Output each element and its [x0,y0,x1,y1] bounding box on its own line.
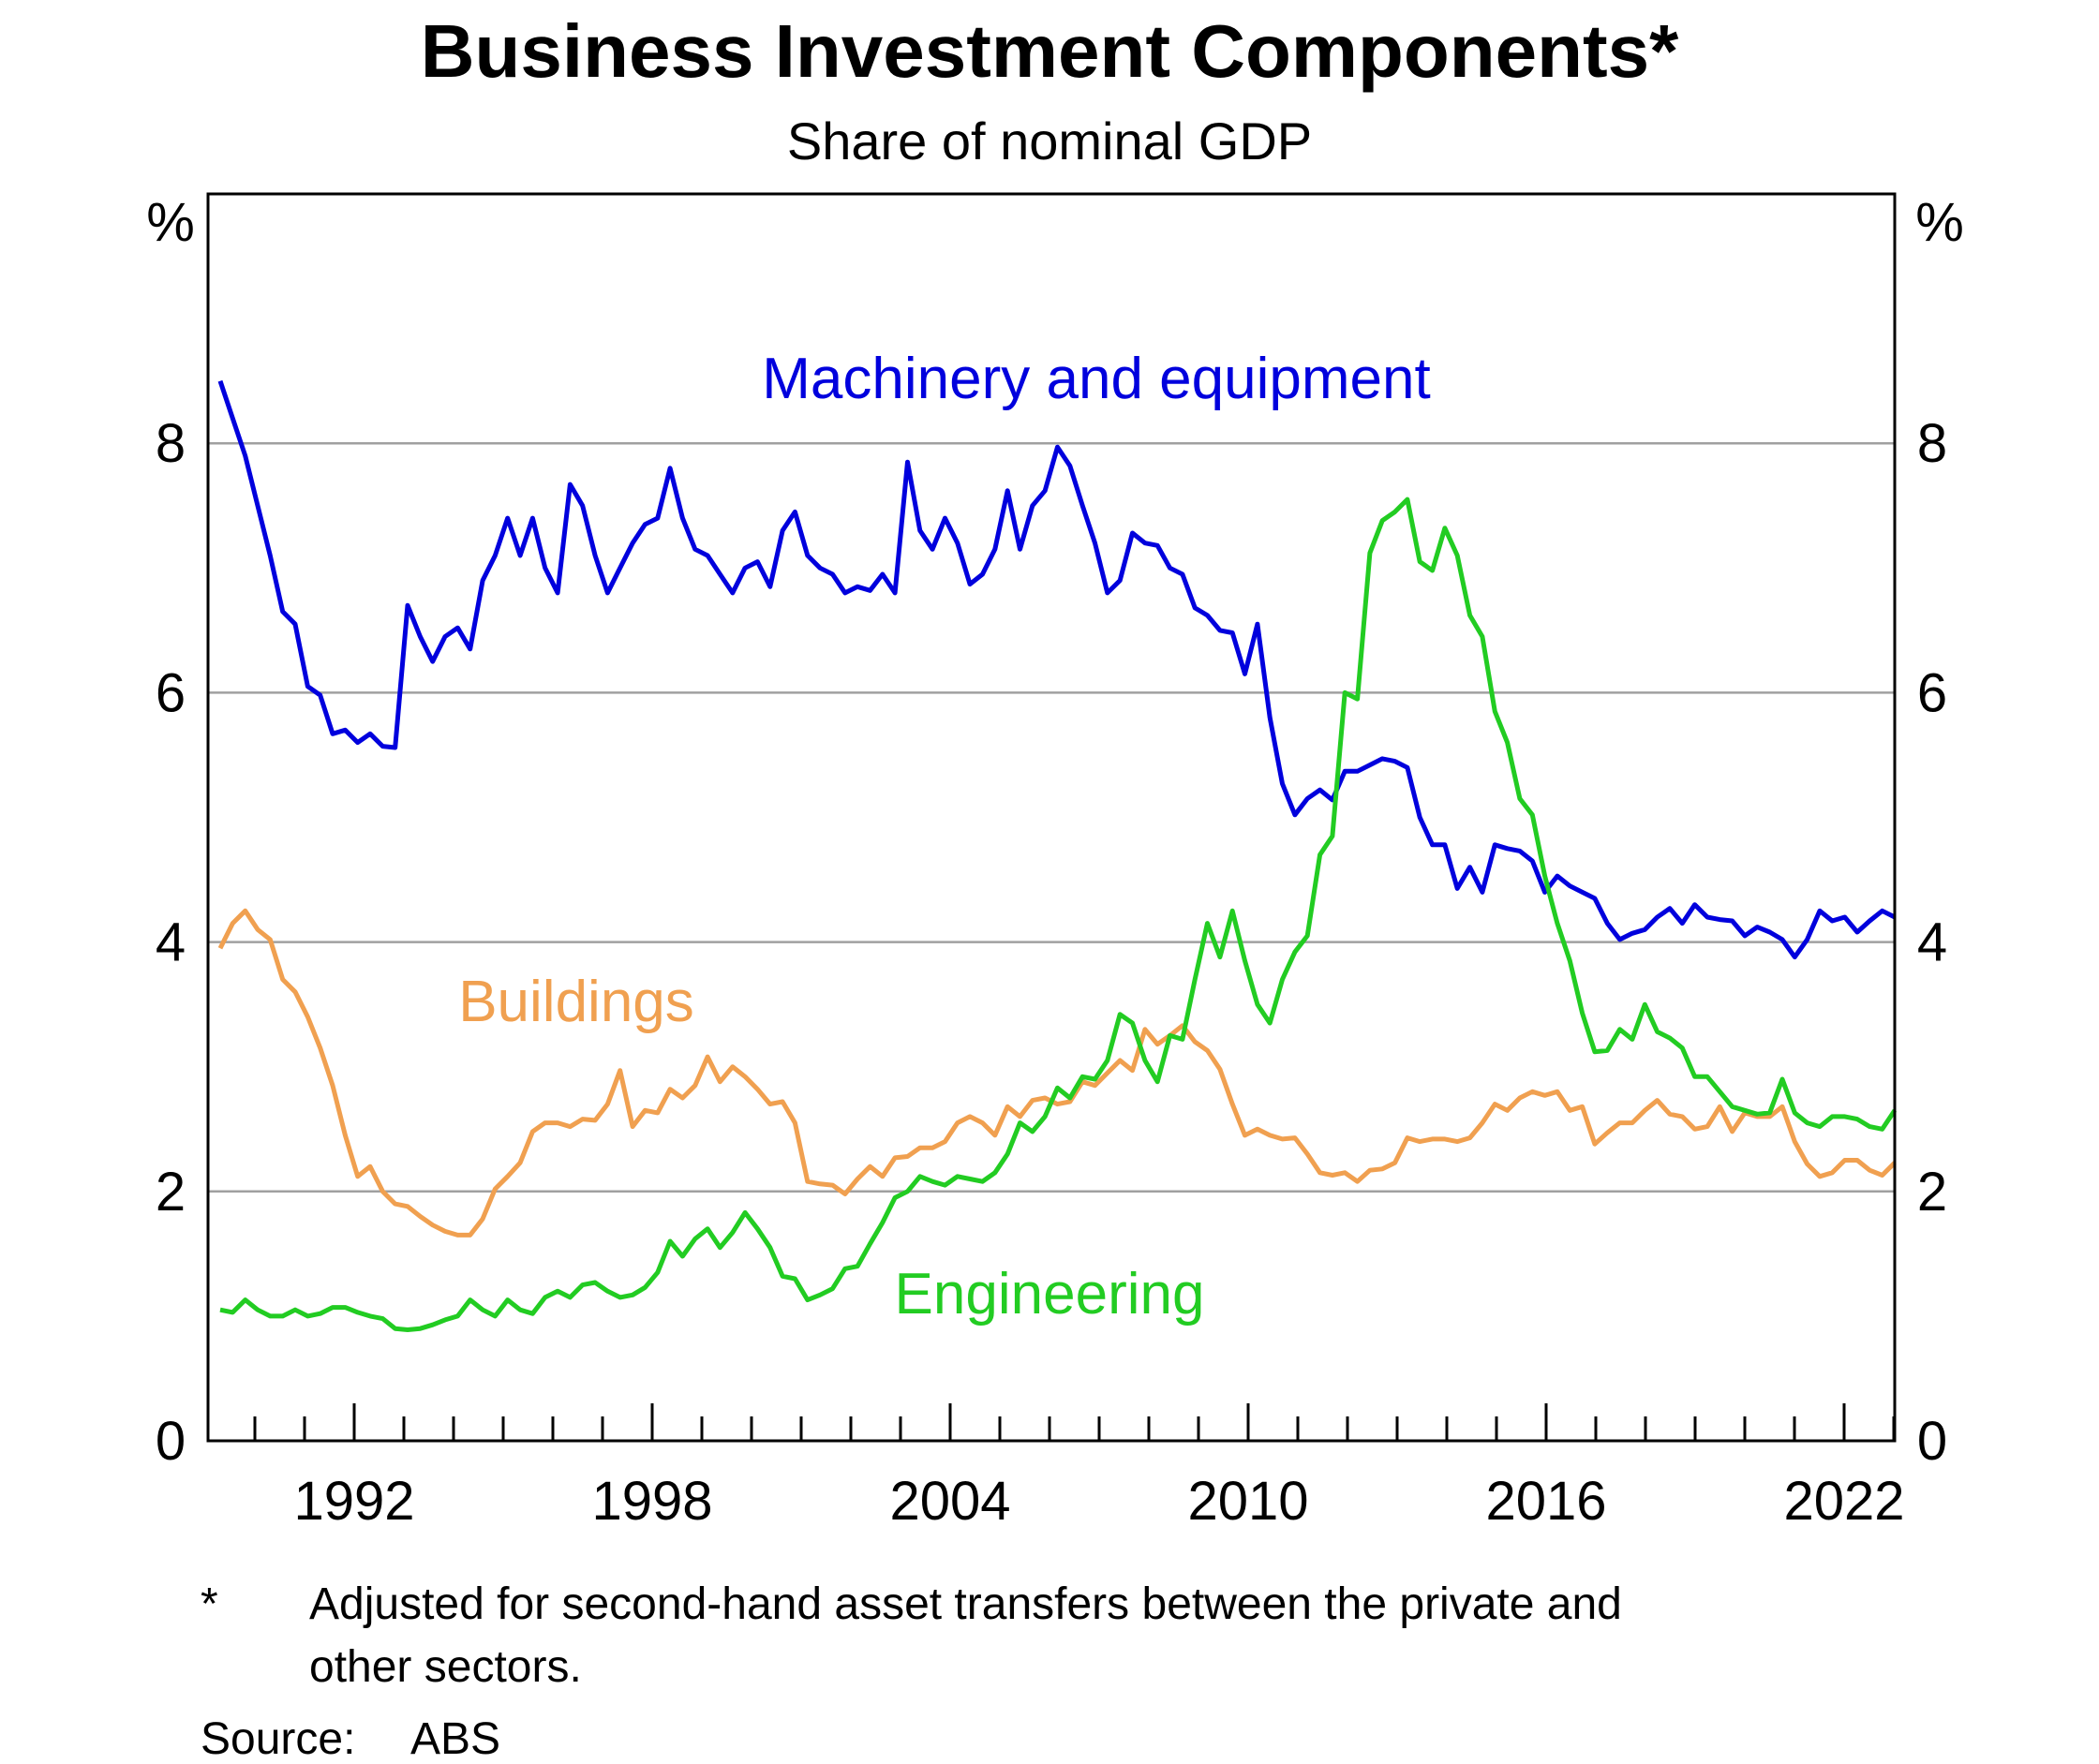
x-tick-label-2010: 2010 [1187,1471,1308,1532]
y-unit-right: % [1915,192,1964,253]
y-tick-right-6: 6 [1917,662,1947,723]
y-unit-left: % [146,192,195,253]
y-tick-right-8: 8 [1917,413,1947,474]
chart-subtitle: Share of nominal GDP [787,111,1312,170]
source-label: Source: [201,1714,355,1764]
gridlines [208,441,1895,1193]
series-line-machinery-and-equipment [217,379,1897,960]
chart-title: Business Investment Components* [421,9,1679,93]
footnote-line-1: Adjusted for second-hand asset transfers… [309,1579,1622,1629]
y-ticks: 0 0 2 2 4 4 6 6 8 8 [156,413,1947,1472]
x-ticks: 1992 1998 2004 2010 2016 2022 [253,1403,1905,1532]
footnote-marker: * [201,1579,218,1629]
series-label-buildings: Buildings [458,970,694,1034]
y-tick-right-4: 4 [1917,912,1947,973]
series-label-engineering: Engineering [895,1262,1205,1327]
plot-frame [206,192,1897,1443]
x-tick-label-1998: 1998 [591,1471,712,1532]
series-layer [217,379,1898,1332]
x-tick-label-2004: 2004 [889,1471,1010,1532]
source-value: ABS [410,1714,500,1764]
y-tick-right-2: 2 [1917,1162,1947,1223]
x-tick-label-2022: 2022 [1783,1471,1904,1532]
series-label-machinery: Machinery and equipment [762,347,1430,411]
y-tick-left-6: 6 [156,662,186,723]
y-tick-left-2: 2 [156,1162,186,1223]
x-tick-label-2016: 2016 [1485,1471,1606,1532]
footnote-line-2: other sectors. [309,1642,582,1692]
series-line-engineering [219,497,1898,1332]
y-tick-right-0: 0 [1917,1411,1947,1472]
y-tick-left-4: 4 [156,912,186,973]
y-tick-left-0: 0 [156,1411,186,1472]
y-tick-left-8: 8 [156,413,186,474]
x-tick-label-1992: 1992 [293,1471,414,1532]
series-line-buildings [217,908,1897,1238]
